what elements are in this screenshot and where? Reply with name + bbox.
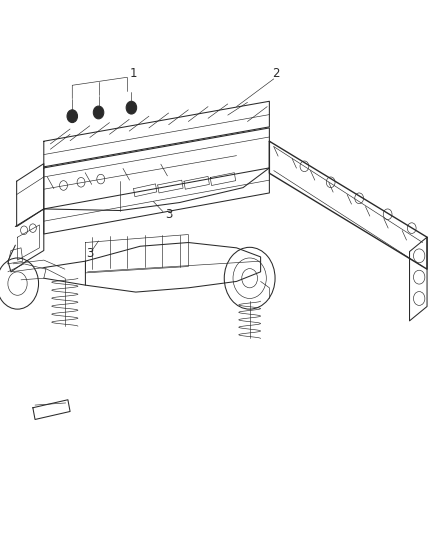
Text: 1: 1 xyxy=(130,67,138,80)
Text: 3: 3 xyxy=(165,208,172,221)
Circle shape xyxy=(93,106,104,119)
Circle shape xyxy=(67,110,78,123)
Text: 2: 2 xyxy=(272,67,280,80)
Text: 3: 3 xyxy=(86,247,93,260)
Circle shape xyxy=(126,101,137,114)
